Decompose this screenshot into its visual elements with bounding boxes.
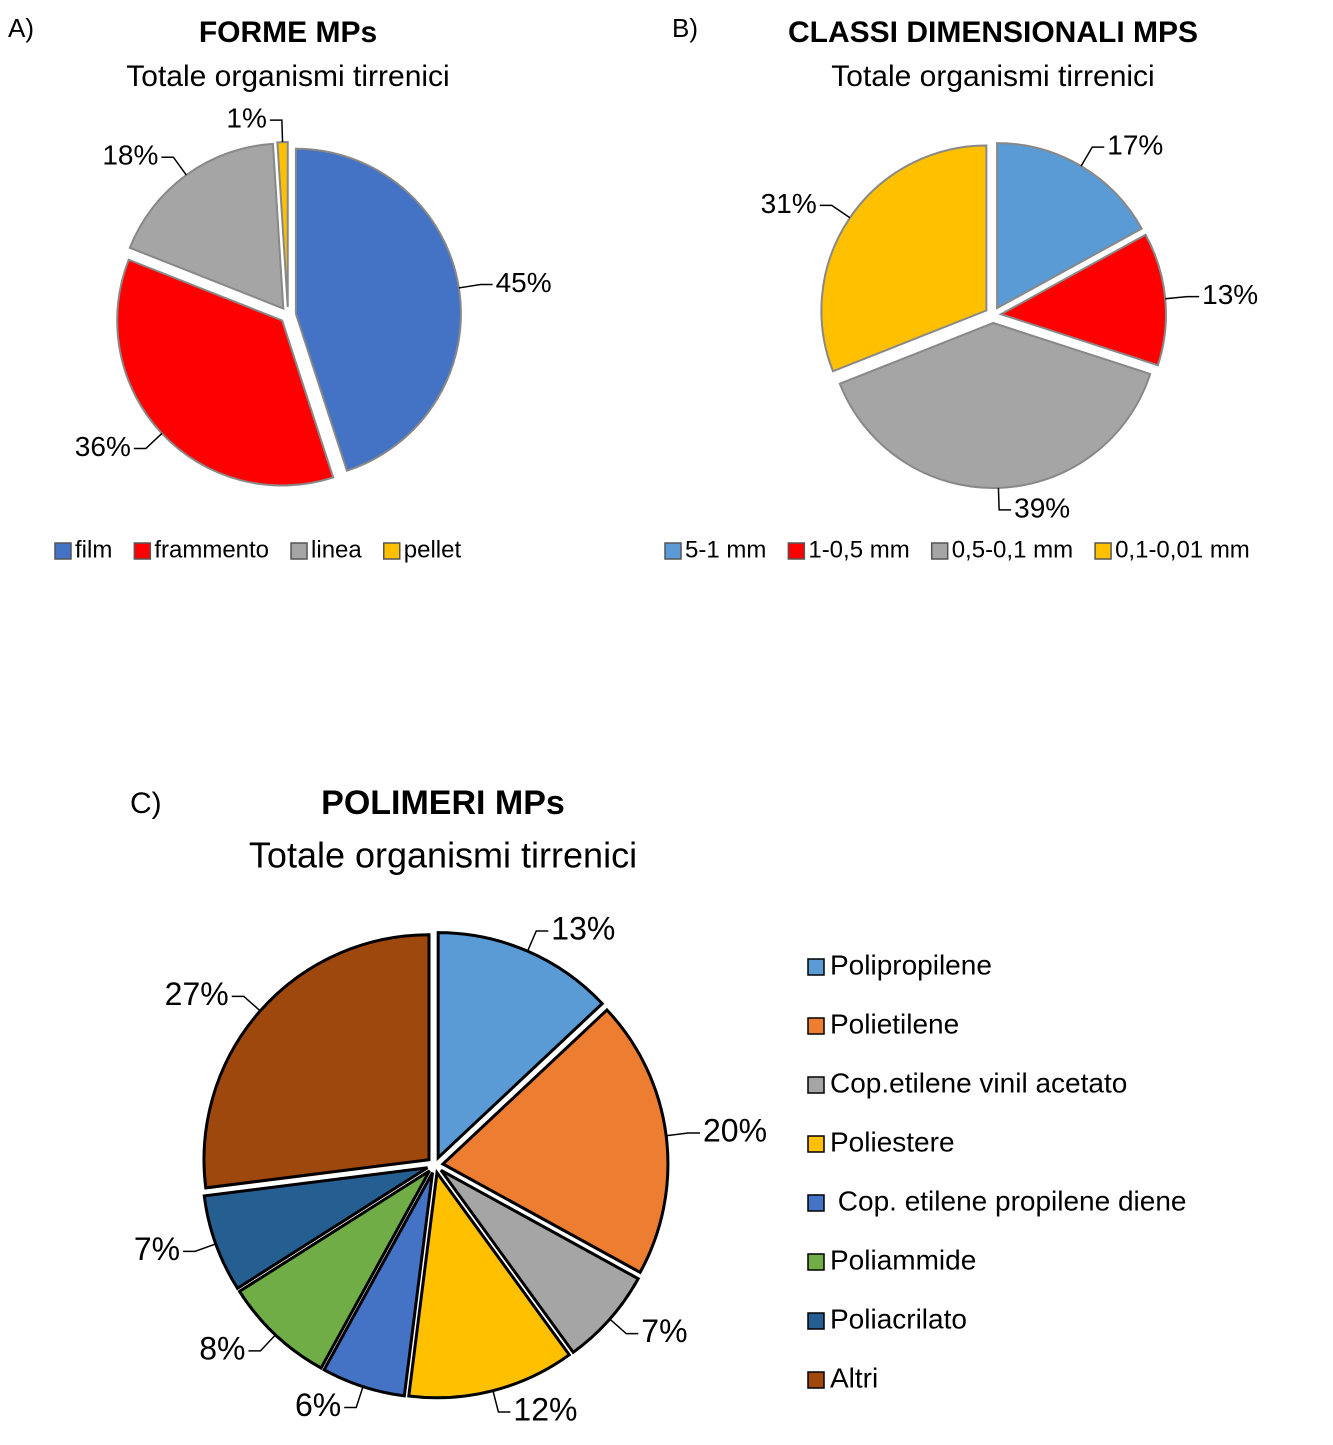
chart-title: FORME MPs [199, 16, 377, 49]
legend-swatch [290, 542, 308, 560]
legend-swatch [930, 542, 949, 560]
chart-subtitle: Totale organismi tirrenici [831, 60, 1154, 93]
data-label: 45% [496, 267, 552, 298]
pie-slice [996, 142, 1144, 310]
pie-slice [294, 147, 462, 472]
legend-label: Poliammide [830, 1244, 976, 1275]
legend-label: linea [311, 536, 362, 563]
chart-subtitle: Totale organismi tirrenici [126, 60, 449, 93]
pie-slice [998, 233, 1167, 367]
legend-label: Poliacrilato [830, 1303, 967, 1334]
pie-slice [202, 1166, 429, 1291]
data-label: 13% [551, 910, 615, 946]
legend-swatch [807, 1312, 825, 1330]
legend-label: Polipropilene [830, 949, 992, 980]
legend-swatch [1094, 542, 1112, 560]
data-label: 20% [703, 1112, 767, 1148]
leader-line [133, 432, 163, 450]
chart-title: POLIMERI MPs [321, 784, 565, 822]
leader-line [458, 283, 493, 289]
legend-label: Altri [830, 1362, 878, 1393]
data-label: 7% [641, 1313, 687, 1349]
legend-swatch [807, 1371, 825, 1389]
legend-swatch [807, 1194, 825, 1212]
legend-label: 5-1 mm [685, 536, 766, 563]
pie-slice [116, 258, 335, 487]
data-label: 1% [226, 102, 266, 133]
data-label: 27% [165, 976, 229, 1012]
legend-swatch [664, 542, 682, 560]
data-label: 36% [75, 431, 131, 462]
data-label: 17% [1107, 130, 1163, 161]
pie-slice [322, 1171, 435, 1398]
leader-line [997, 487, 1012, 511]
leader-line [1165, 295, 1200, 300]
legend-label: pellet [404, 536, 462, 563]
pie-slice [820, 144, 988, 373]
leader-line [666, 1132, 700, 1137]
data-label: 12% [513, 1391, 577, 1427]
leader-line [344, 1386, 364, 1409]
legend-swatch [787, 542, 806, 560]
panel-label: A) [8, 13, 34, 43]
legend-swatch [133, 542, 152, 560]
legend-swatch [54, 542, 72, 560]
leader-line [269, 119, 284, 143]
panel-label: B) [672, 13, 698, 43]
legend-swatch [807, 1017, 825, 1035]
legend-label: Cop. etilene propilene diene [830, 1185, 1186, 1216]
data-label: 7% [134, 1231, 180, 1267]
legend-label: Cop.etilene vinil acetato [830, 1067, 1127, 1098]
chart-subtitle: Totale organismi tirrenici [249, 835, 637, 876]
leader-line [183, 1243, 217, 1253]
panel-label: C) [130, 787, 162, 820]
legend-swatch [807, 1135, 825, 1153]
leader-line [161, 156, 187, 176]
chart-title: CLASSI DIMENSIONALI MPS [788, 16, 1198, 49]
leader-line [526, 930, 549, 952]
pie-slice [440, 1007, 670, 1275]
data-label: 8% [199, 1330, 245, 1366]
leader-line [609, 1318, 639, 1335]
legend-label: Polietilene [830, 1008, 959, 1039]
legend-label: film [75, 536, 112, 563]
data-label: 18% [102, 140, 158, 171]
pie-slice [436, 931, 605, 1162]
leader-line [231, 995, 261, 1012]
pie-slice [276, 141, 289, 308]
leader-line [492, 1390, 511, 1413]
pie-slice [237, 1169, 431, 1371]
pie-slice [407, 1168, 572, 1400]
legend-label: 1-0,5 mm [808, 536, 909, 563]
leader-line [819, 204, 851, 219]
legend-swatch [807, 958, 825, 976]
data-label: 39% [1014, 492, 1070, 523]
legend-swatch [807, 1253, 825, 1271]
data-label: 13% [1202, 279, 1258, 310]
leader-line [1080, 146, 1105, 167]
legend-label: 0,5-0,1 mm [952, 536, 1073, 563]
legend-swatch [383, 542, 401, 560]
legend-label: 0,1-0,01 mm [1115, 536, 1250, 563]
data-label: 31% [761, 188, 817, 219]
legend-label: frammento [154, 536, 269, 563]
data-label: 6% [295, 1387, 341, 1423]
leader-line [248, 1334, 277, 1352]
legend-swatch [807, 1076, 825, 1094]
pie-slice [202, 933, 431, 1190]
legend-label: Poliestere [830, 1126, 955, 1157]
